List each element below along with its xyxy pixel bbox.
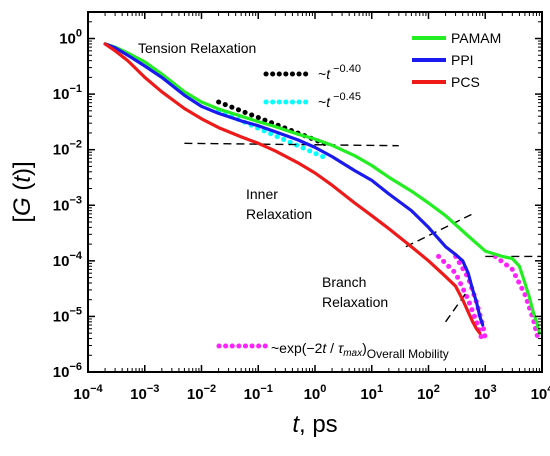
x-axis-title: t, ps <box>292 411 337 438</box>
annotation-tension: Tension Relaxation <box>138 40 256 56</box>
x-tick-label: 103 <box>474 383 497 403</box>
fit2-label: ~t −0.45 <box>318 91 361 110</box>
x-tick-label: 10−2 <box>187 383 216 403</box>
legend-label-pamam: PAMAM <box>451 30 501 46</box>
y-tick-label: 10−1 <box>53 83 82 103</box>
y-tick-label: 100 <box>59 28 82 48</box>
y-tick-label: 10−5 <box>53 305 82 325</box>
guide-lines <box>184 142 542 323</box>
y-axis-title: [G (t)] <box>9 161 36 222</box>
x-tick-label: 100 <box>304 383 327 403</box>
annotation-inner-1: Inner <box>246 186 278 202</box>
x-tick-label: 10−1 <box>244 383 273 403</box>
series-line-pcs <box>103 42 482 335</box>
y-tick-label: 10−4 <box>53 250 83 270</box>
x-tick-label: 10−4 <box>73 383 103 403</box>
x-tick-label: 10−3 <box>130 383 159 403</box>
y-tick-label: 10−6 <box>53 361 82 381</box>
legend: PAMAM PPI PCS <box>412 30 501 90</box>
guide-line-1 <box>184 142 399 147</box>
annotation-branch-2: Relaxation <box>322 294 388 310</box>
annotation-inner-2: Relaxation <box>246 206 312 222</box>
annotation-branch-1: Branch <box>322 274 366 290</box>
y-tick-label: 10−2 <box>53 139 82 159</box>
x-tick-label: 104 <box>531 383 550 403</box>
fit-line-exp-pcs <box>436 253 486 345</box>
guide-line-3 <box>445 289 469 323</box>
x-tick-label: 101 <box>360 383 383 403</box>
series-line-ppi <box>103 42 485 327</box>
x-tick-label: 102 <box>417 383 440 403</box>
fit1-label: ~t −0.40 <box>318 63 361 82</box>
data-series <box>103 42 542 335</box>
legend-label-pcs: PCS <box>451 74 480 90</box>
fit-line-exp-pamam <box>492 253 541 341</box>
y-tick-label: 10−3 <box>53 194 82 214</box>
fit-legend: ~t −0.40 ~t −0.45 ~exp(−2t / τmax)Overal… <box>216 63 449 361</box>
series-line-pamam <box>103 42 542 335</box>
legend-label-ppi: PPI <box>451 52 474 68</box>
axis-ticks: 10−4 10−3 10−2 10−1 100 101 102 103 104 10−6 10−5 1… <box>53 11 550 403</box>
fit-line-t-0.40 <box>216 99 328 147</box>
exp-label: ~exp(−2t / τmax)Overall Mobility <box>271 340 449 361</box>
